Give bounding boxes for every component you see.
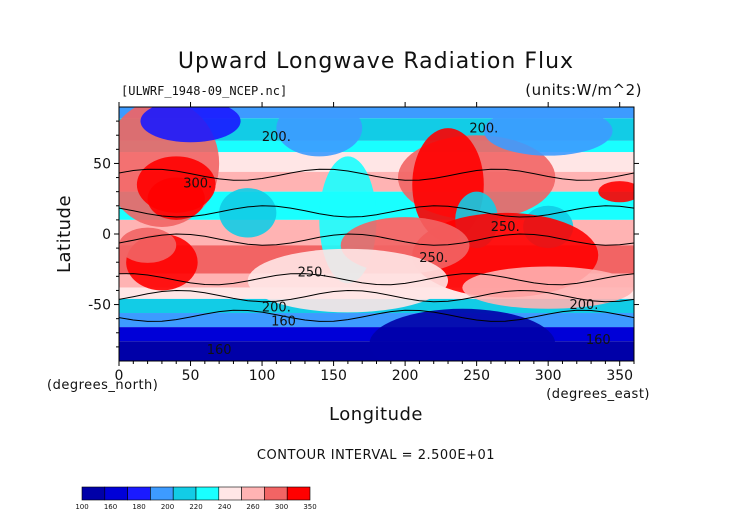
- contour-label: 200.: [469, 121, 498, 136]
- colorbar-swatch: [241, 486, 265, 501]
- chart-title: Upward Longwave Radiation Flux: [178, 49, 574, 74]
- colorbar-tick-label: 350: [303, 503, 316, 511]
- contour-label: 160: [271, 315, 296, 330]
- contour-label: 200.: [569, 298, 598, 313]
- colorbar-tick-label: 200: [161, 503, 174, 511]
- contour-label: 250.: [419, 251, 448, 266]
- contour-line: [119, 168, 634, 181]
- dataset-filename: [ULWRF_1948-09_NCEP.nc]: [121, 84, 287, 98]
- contour-label: 200.: [262, 301, 291, 316]
- field-blob: [483, 107, 613, 156]
- field-blob: [219, 188, 277, 238]
- colorbar-tick-label: 100: [75, 503, 88, 511]
- field-blob: [140, 107, 241, 143]
- x-tick-label: 250: [463, 368, 490, 384]
- contour-line: [119, 205, 634, 218]
- x-tick-label: 300: [535, 368, 562, 384]
- y-tick-label: 0: [102, 227, 111, 243]
- contour-line: [119, 289, 634, 303]
- colorbar-swatch: [195, 486, 220, 501]
- x-tick-label: 50: [182, 368, 200, 384]
- field-blob: [119, 227, 177, 263]
- colorbar-tick-label: 220: [189, 503, 202, 511]
- colorbar-swatch: [150, 486, 174, 501]
- contour-line: [119, 273, 634, 286]
- y-tick-label: 50: [93, 156, 111, 172]
- y-tick-label: -50: [88, 298, 111, 314]
- x-unit-label: (degrees_east): [546, 387, 650, 402]
- colorbar-swatch: [127, 486, 151, 501]
- contour-line: [119, 309, 634, 322]
- x-tick-label: 150: [320, 368, 347, 384]
- plot-area: [119, 107, 634, 361]
- colorbar-swatch: [104, 486, 128, 501]
- field-blob: [276, 107, 363, 157]
- colorbar-swatch: [264, 486, 288, 501]
- colorbar-tick-label: 260: [246, 503, 259, 511]
- field-blob: [147, 177, 205, 220]
- contour-label: 250.: [491, 220, 520, 235]
- y-unit-label: (degrees_north): [47, 378, 158, 393]
- x-axis-label: Longitude: [329, 404, 423, 425]
- field-band: [119, 107, 634, 119]
- x-tick-label: 350: [606, 368, 633, 384]
- x-tick-label: 0: [115, 368, 124, 384]
- colorbar-tick-label: 180: [132, 503, 145, 511]
- contour-interval-text: CONTOUR INTERVAL = 2.500E+01: [257, 448, 495, 463]
- contour-label: 160: [207, 343, 232, 358]
- colorbar-swatch: [286, 486, 311, 501]
- x-tick-label: 100: [249, 368, 276, 384]
- colorbar-swatch: [81, 486, 106, 501]
- colorbar-tick-label: 240: [218, 503, 231, 511]
- colorbar-tick-label: 300: [275, 503, 288, 511]
- colorbar-tick-label: 160: [104, 503, 117, 511]
- contour-label: 250.: [298, 265, 327, 280]
- contour-line: [119, 233, 634, 246]
- contour-label: 200.: [262, 130, 291, 145]
- colorbar: 100 160 180 200 220 240 260 300 350: [75, 486, 317, 511]
- field-band: [119, 313, 634, 328]
- colorbar-swatch: [172, 486, 197, 501]
- colorbar-swatch: [218, 486, 242, 501]
- contour-label: 300.: [183, 176, 212, 191]
- field-blob: [369, 308, 556, 361]
- field-blob: [462, 266, 634, 309]
- field-blob: [598, 181, 634, 203]
- y-axis-label: Latitude: [54, 195, 75, 273]
- field-band: [119, 140, 634, 153]
- contour-label: 160: [586, 333, 611, 348]
- x-tick-label: 200: [392, 368, 419, 384]
- units-label: (units:W/m^2): [525, 81, 642, 99]
